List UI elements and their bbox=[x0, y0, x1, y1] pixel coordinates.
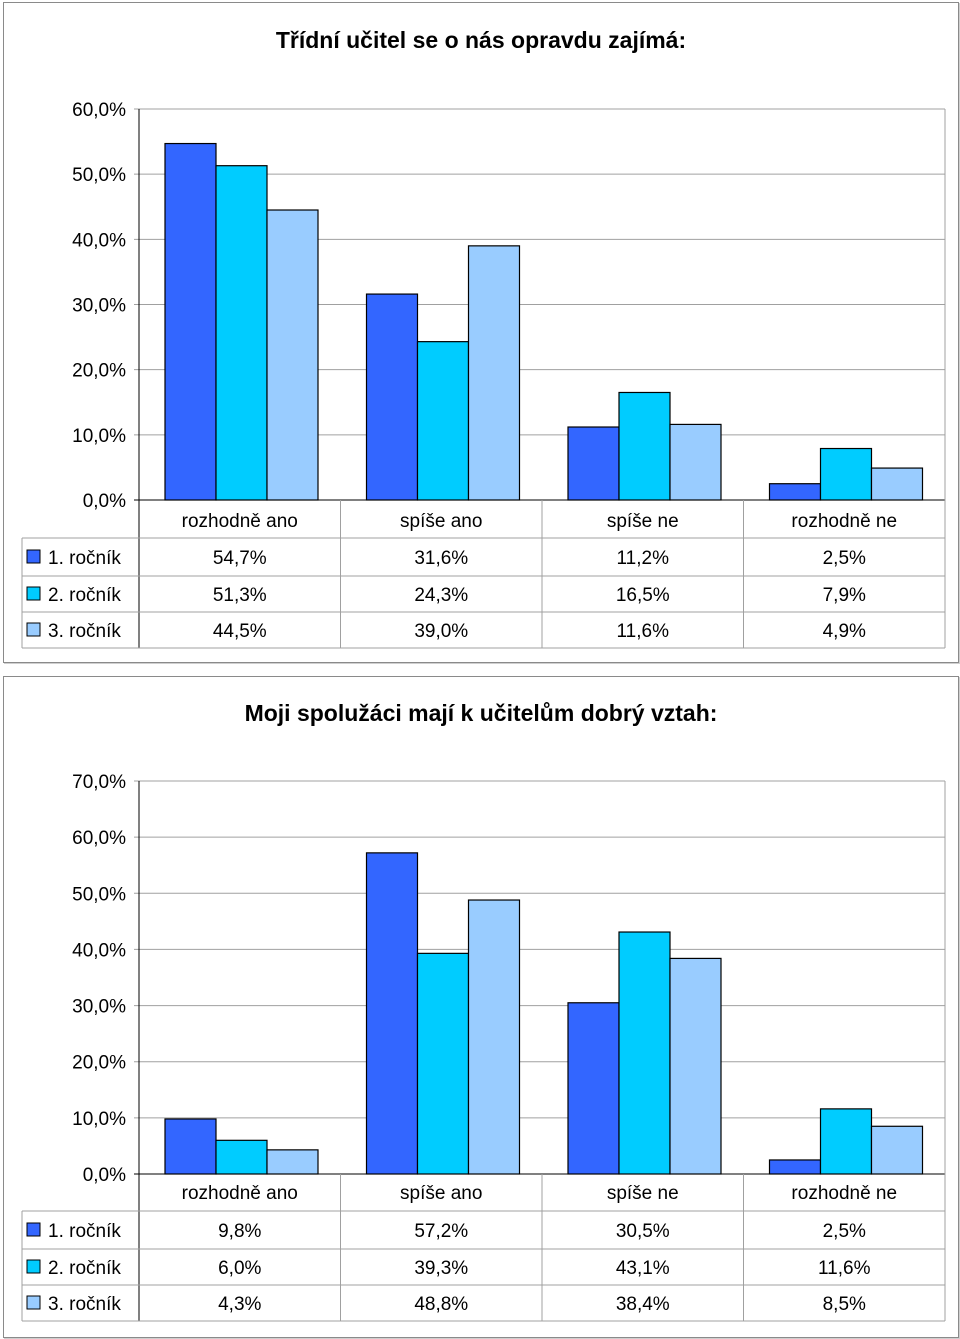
bar bbox=[416, 952, 470, 1175]
data-table-value: 43,1% bbox=[616, 1258, 670, 1279]
y-tick-label: 0,0% bbox=[83, 1165, 126, 1186]
series-name: 3. ročník bbox=[48, 1294, 121, 1315]
bar bbox=[567, 1002, 620, 1175]
data-table-value: 11,6% bbox=[818, 1258, 871, 1279]
data-table-value: 51,3% bbox=[213, 585, 267, 606]
chart-title: Moji spolužáci mají k učitelům dobrý vzt… bbox=[245, 700, 718, 726]
bar bbox=[365, 293, 419, 501]
bar bbox=[164, 142, 217, 501]
data-table-value: 2,5% bbox=[823, 548, 866, 569]
data-table-value: 39,3% bbox=[414, 1258, 468, 1279]
series-name: 2. ročník bbox=[48, 585, 121, 606]
bar bbox=[215, 165, 268, 501]
y-tick-label: 60,0% bbox=[72, 828, 126, 849]
category-label: spíše ne bbox=[607, 1183, 679, 1204]
legend-key bbox=[26, 586, 41, 601]
chart-2: Moji spolužáci mají k učitelům dobrý vzt… bbox=[21, 700, 946, 1322]
data-table-value: 11,2% bbox=[617, 548, 670, 569]
series-name: 1. ročník bbox=[48, 1221, 121, 1242]
bar bbox=[365, 852, 419, 1175]
y-tick-label: 30,0% bbox=[72, 296, 126, 317]
legend-key bbox=[26, 1295, 41, 1310]
data-table-value: 24,3% bbox=[414, 585, 468, 606]
data-table-value: 7,9% bbox=[823, 585, 866, 606]
y-tick-label: 60,0% bbox=[72, 100, 126, 121]
data-table-value: 31,6% bbox=[414, 548, 468, 569]
category-label: spíše ano bbox=[400, 1183, 482, 1204]
bar bbox=[266, 209, 319, 501]
bar bbox=[266, 1149, 319, 1175]
bar bbox=[870, 467, 924, 501]
data-table-value: 30,5% bbox=[616, 1221, 670, 1242]
category-label: rozhodně ne bbox=[791, 1183, 897, 1204]
legend-key bbox=[26, 622, 41, 637]
bar bbox=[416, 341, 470, 501]
data-table-value: 2,5% bbox=[823, 1221, 866, 1242]
data-table-value: 48,8% bbox=[414, 1294, 468, 1315]
data-table-value: 11,6% bbox=[617, 621, 670, 642]
category-label: rozhodně ne bbox=[791, 511, 897, 532]
bar bbox=[567, 426, 620, 501]
y-tick-label: 10,0% bbox=[72, 426, 126, 447]
data-table-value: 39,0% bbox=[414, 621, 468, 642]
bar bbox=[819, 1108, 873, 1175]
y-tick-label: 20,0% bbox=[72, 1053, 126, 1074]
chart-2-panel: Moji spolužáci mají k učitelům dobrý vzt… bbox=[3, 676, 959, 1338]
chart-1-panel: Třídní učitel se o nás opravdu zajímá: 0,… bbox=[3, 2, 959, 663]
series-name: 3. ročník bbox=[48, 621, 121, 642]
bar bbox=[618, 391, 671, 501]
y-tick-label: 70,0% bbox=[72, 772, 126, 793]
category-label: spíše ne bbox=[607, 511, 679, 532]
y-tick-label: 30,0% bbox=[72, 997, 126, 1018]
y-tick-label: 50,0% bbox=[72, 165, 126, 186]
data-table-value: 6,0% bbox=[218, 1258, 261, 1279]
bar bbox=[467, 899, 521, 1175]
legend-key bbox=[26, 1222, 41, 1237]
category-label: spíše ano bbox=[400, 511, 482, 532]
bar bbox=[164, 1118, 217, 1175]
bar bbox=[215, 1139, 268, 1175]
bar bbox=[870, 1125, 924, 1175]
data-table-value: 4,3% bbox=[218, 1294, 261, 1315]
data-table-value: 9,8% bbox=[218, 1221, 261, 1242]
legend-key bbox=[26, 549, 41, 564]
bar bbox=[768, 483, 822, 501]
data-table-value: 8,5% bbox=[823, 1294, 866, 1315]
data-table-value: 16,5% bbox=[616, 585, 670, 606]
data-table-value: 54,7% bbox=[213, 548, 267, 569]
bar bbox=[669, 423, 722, 501]
y-tick-label: 20,0% bbox=[72, 361, 126, 382]
data-table-value: 44,5% bbox=[213, 621, 267, 642]
series-name: 1. ročník bbox=[48, 548, 121, 569]
y-tick-label: 0,0% bbox=[83, 491, 126, 512]
bar bbox=[467, 245, 521, 501]
y-tick-label: 40,0% bbox=[72, 940, 126, 961]
bar bbox=[819, 447, 873, 501]
data-table-value: 4,9% bbox=[823, 621, 866, 642]
chart-1: Třídní učitel se o nás opravdu zajímá: 0,… bbox=[21, 27, 946, 649]
series-name: 2. ročník bbox=[48, 1258, 121, 1279]
bar bbox=[618, 931, 671, 1175]
y-tick-label: 10,0% bbox=[72, 1109, 126, 1130]
bar bbox=[768, 1159, 822, 1175]
bar bbox=[669, 957, 722, 1175]
data-table-value: 38,4% bbox=[616, 1294, 670, 1315]
y-tick-label: 40,0% bbox=[72, 230, 126, 251]
category-label: rozhodně ano bbox=[182, 511, 298, 532]
chart-title: Třídní učitel se o nás opravdu zajímá: bbox=[276, 27, 686, 53]
category-label: rozhodně ano bbox=[182, 1183, 298, 1204]
y-tick-label: 50,0% bbox=[72, 884, 126, 905]
legend-key bbox=[26, 1259, 41, 1274]
data-table-value: 57,2% bbox=[414, 1221, 468, 1242]
